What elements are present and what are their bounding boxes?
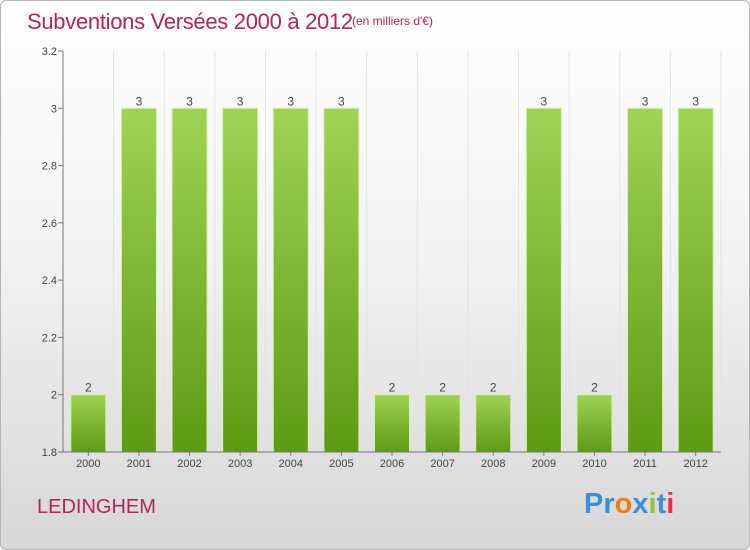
data-label: 3 <box>338 94 345 108</box>
y-tick-label: 2.4 <box>42 275 57 287</box>
bar <box>627 107 664 453</box>
bars: 2 3 3 3 3 3 2 2 2 3 2 3 3 <box>70 94 714 453</box>
chart-title: Subventions Versées 2000 à 2012 <box>27 9 353 34</box>
logo-letter: t <box>656 488 667 520</box>
logo-letter: o <box>614 488 633 520</box>
bar <box>70 394 107 453</box>
y-tick-label: 2.8 <box>42 161 57 173</box>
data-label: 2 <box>85 381 92 395</box>
x-tick-label: 2005 <box>329 458 353 470</box>
grid-lines <box>113 51 722 452</box>
logo-letter: i <box>666 488 675 520</box>
bar <box>120 107 157 453</box>
x-tick-label: 2002 <box>177 458 201 470</box>
y-tick-label: 1.8 <box>42 447 57 459</box>
data-label: 3 <box>287 94 294 108</box>
bar <box>272 107 309 453</box>
bar <box>424 394 461 453</box>
data-label: 3 <box>136 94 143 108</box>
bar <box>475 394 512 453</box>
x-tick-label: 2007 <box>430 458 454 470</box>
bar <box>222 107 259 453</box>
x-tick-label: 2006 <box>380 458 404 470</box>
data-label: 3 <box>692 94 699 108</box>
data-label: 2 <box>490 381 497 395</box>
x-tick-label: 2001 <box>127 458 151 470</box>
x-tick-label: 2010 <box>582 458 606 470</box>
logo-letter: r <box>603 488 615 520</box>
unit-note: (en milliers d'€) <box>352 14 433 28</box>
y-tick-label: 2.2 <box>42 332 57 344</box>
logo-letter: x <box>632 488 649 520</box>
y-tick-label: 3 <box>51 103 57 115</box>
data-label: 2 <box>389 381 396 395</box>
y-tick-label: 2.6 <box>42 218 57 230</box>
x-tick-label: 2000 <box>76 458 100 470</box>
data-label: 2 <box>439 381 446 395</box>
bar <box>576 394 613 453</box>
x-tick-label: 2004 <box>279 458 303 470</box>
data-label: 3 <box>541 94 548 108</box>
logo-letter: i <box>648 488 657 520</box>
proxiti-logo: Proxiti <box>584 488 674 521</box>
bar <box>171 107 208 453</box>
x-tick-label: 2011 <box>633 458 657 470</box>
x-tick-label: 2009 <box>532 458 556 470</box>
x-tick-label: 2012 <box>683 458 707 470</box>
data-label: 3 <box>642 94 649 108</box>
data-label: 2 <box>591 381 598 395</box>
bar <box>323 107 360 453</box>
axes: 2000 2001 2002 2003 2004 2005 2006 2007 2008 2009… <box>42 46 721 470</box>
commune-name: LEDINGHEM <box>37 496 156 518</box>
data-label: 3 <box>237 94 244 108</box>
data-label: 3 <box>186 94 193 108</box>
logo-letter: P <box>584 488 604 520</box>
x-tick-label: 2003 <box>228 458 252 470</box>
bar <box>525 107 562 453</box>
bar <box>677 107 714 453</box>
x-tick-label: 2008 <box>481 458 505 470</box>
bar <box>374 394 410 453</box>
y-tick-label: 3.2 <box>42 46 57 58</box>
y-tick-label: 2 <box>51 390 57 402</box>
